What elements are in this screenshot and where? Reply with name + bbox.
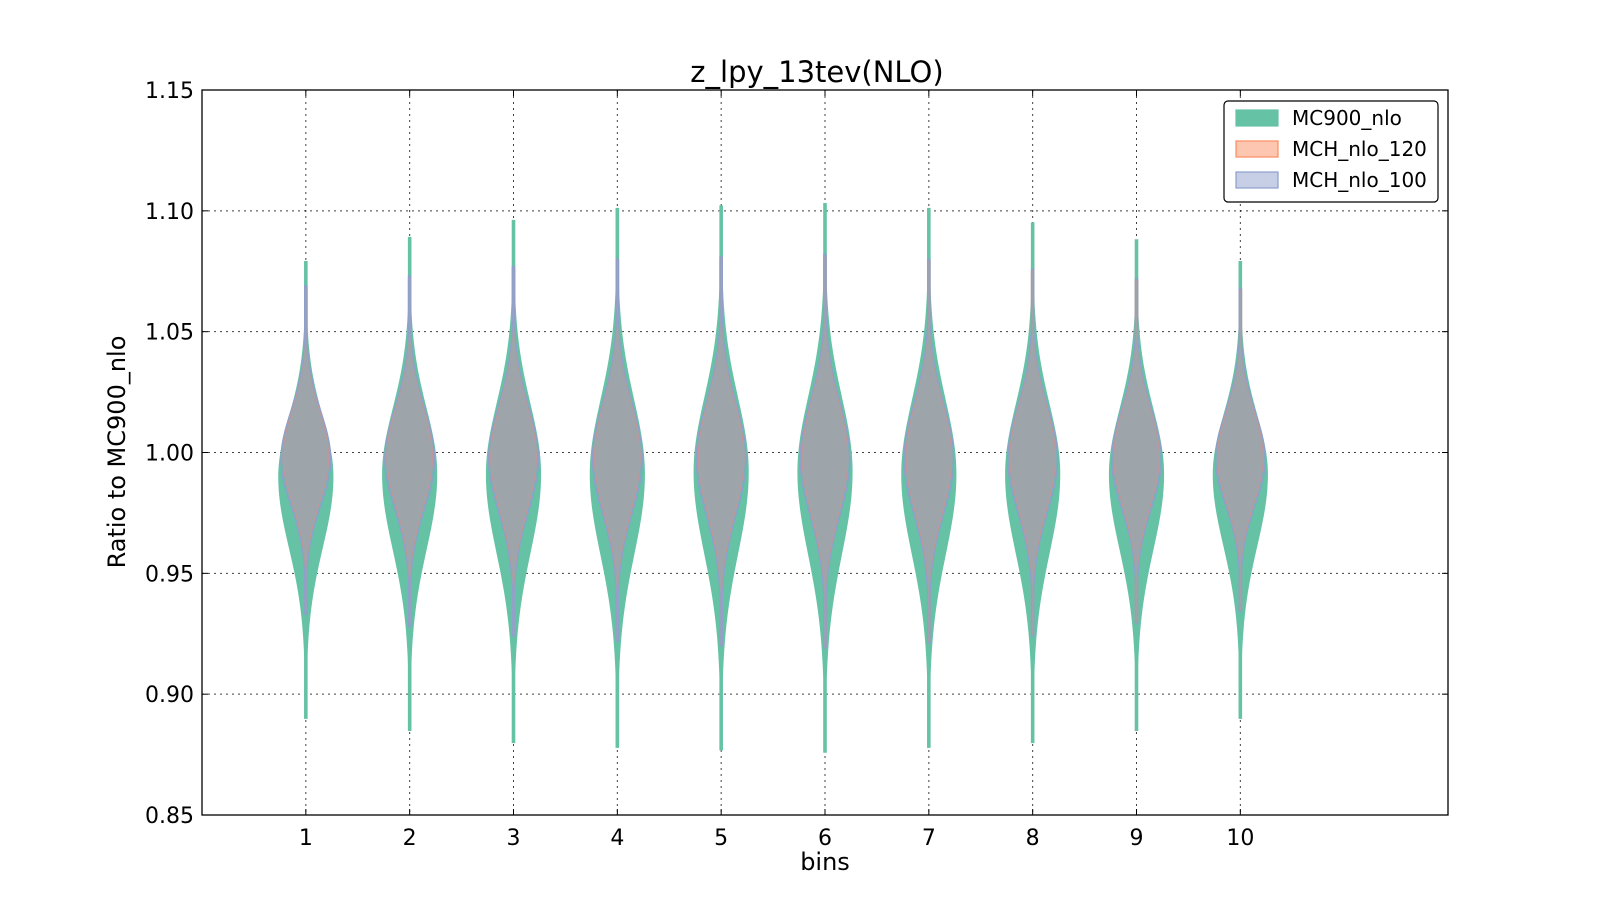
violin-mch-nlo-100-bin-3 — [487, 265, 540, 637]
chart-title: z_lpy_13tev(NLO) — [690, 55, 943, 89]
y-axis-ticks: 0.85 0.90 0.95 1.00 1.05 1.10 1.15 — [145, 79, 1448, 829]
y-tick-label: 1.10 — [145, 200, 194, 225]
y-tick-label: 0.90 — [145, 683, 194, 708]
x-tick-label: 2 — [403, 826, 417, 851]
legend-label: MCH_nlo_100 — [1292, 168, 1427, 192]
x-axis-ticks: 1 2 3 4 5 6 7 8 9 10 — [299, 90, 1254, 851]
x-tick-label: 1 — [299, 826, 313, 851]
x-tick-label: 7 — [922, 826, 936, 851]
violin-mch-nlo-100-bin-1 — [280, 285, 332, 616]
x-tick-label: 10 — [1226, 826, 1254, 851]
violin-mch-nlo-100-bin-6 — [799, 253, 851, 649]
y-tick-label: 1.15 — [145, 79, 194, 104]
violin-mch-nlo-100-bin-7 — [903, 258, 955, 645]
x-tick-label: 5 — [714, 826, 728, 851]
legend-label: MCH_nlo_120 — [1292, 137, 1427, 161]
violin-mch-nlo-100-bin-2 — [384, 275, 436, 628]
x-tick-label: 4 — [610, 826, 624, 851]
violin-mch-nlo-100-bin-8 — [1007, 268, 1059, 637]
x-tick-label: 6 — [818, 826, 832, 851]
violin-mch-nlo-100-bin-4 — [591, 258, 643, 642]
legend-label: MC900_nlo — [1292, 106, 1402, 130]
y-tick-label: 0.95 — [145, 562, 194, 587]
x-axis-title: bins — [800, 848, 850, 876]
x-tick-label: 9 — [1130, 826, 1144, 851]
y-tick-label: 1.00 — [145, 442, 194, 467]
legend: MC900_nlo MCH_nlo_120 MCH_nlo_100 — [1223, 100, 1439, 203]
legend-swatch — [1235, 171, 1279, 189]
violin-mch-nlo-100-bin-9 — [1110, 277, 1163, 625]
y-tick-label: 1.05 — [145, 321, 194, 346]
violin-mch-nlo-100-bin-10 — [1214, 287, 1266, 613]
x-tick-label: 8 — [1026, 826, 1040, 851]
y-axis-title: Ratio to MC900_nlo — [103, 336, 131, 569]
violin-series — [278, 202, 1268, 753]
x-tick-label: 3 — [507, 826, 521, 851]
legend-swatch — [1235, 109, 1279, 127]
y-tick-label: 0.85 — [145, 804, 194, 829]
legend-swatch — [1235, 140, 1279, 158]
violin-mch-nlo-100-bin-5 — [695, 256, 747, 647]
